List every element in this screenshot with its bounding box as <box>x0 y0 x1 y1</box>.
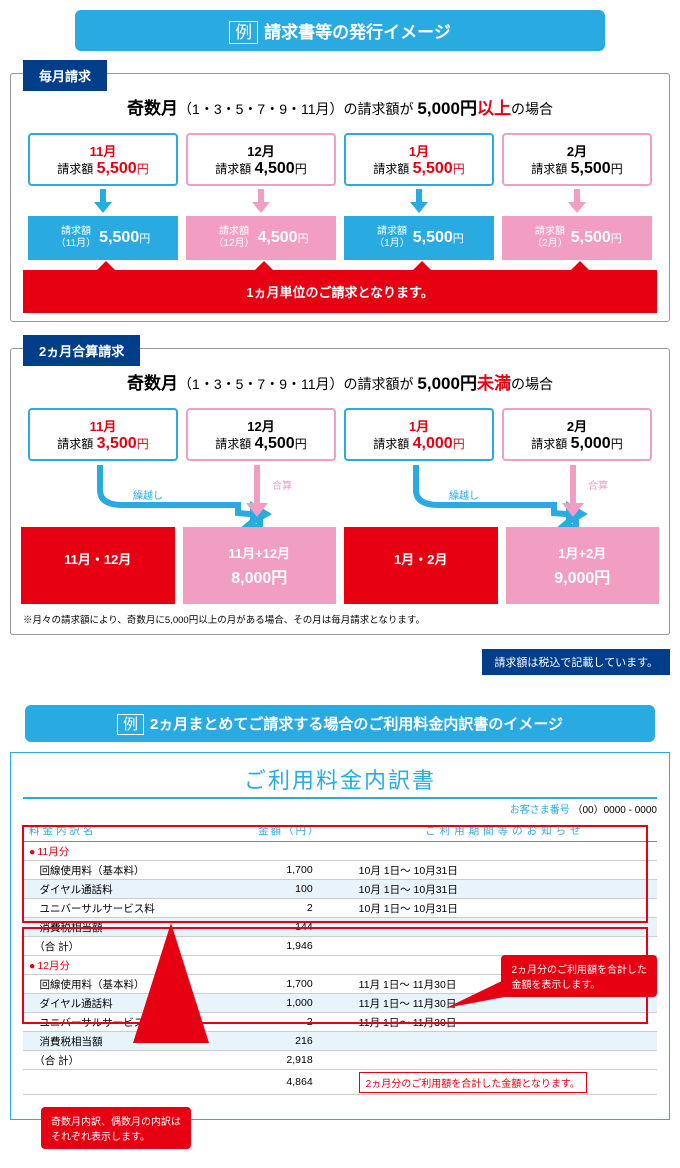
table-row: 消費税相当額216 <box>23 1032 657 1051</box>
section1-header: 例請求書等の発行イメージ <box>75 10 605 51</box>
panel2-bills: 11月・12月11月+12月8,000円1月・2月1月+2月9,000円 <box>21 527 659 604</box>
th-name: 料金内訳名 <box>23 820 226 842</box>
panel1-tag: 毎月請求 <box>23 60 107 91</box>
panel2-tag: 2ヵ月合算請求 <box>23 335 140 366</box>
bill: 請求額 （2月） 5,500円 <box>502 216 652 260</box>
th-amount: 金額（円） <box>226 820 353 842</box>
callout-1: 奇数月内訳、偶数月の内訳は それぞれ表示します。 <box>41 1107 191 1149</box>
panel-bimonthly: 2ヵ月合算請求 奇数月（1・3・5・7・9・11月）の請求額が 5,000円未満… <box>10 348 670 635</box>
th-period: ご利用期間等のお知らせ <box>353 820 657 842</box>
bill: 請求額 （12月） 4,500円 <box>186 216 336 260</box>
panel1-redbox: 1ヵ月単位のご請求となります。 <box>23 270 657 313</box>
grand-total: 4,864 <box>226 1070 353 1095</box>
bill: 11月+12月8,000円 <box>183 527 337 604</box>
merge-arrows: 繰越し 合算 <box>344 465 652 527</box>
footer-tag: 請求額は税込で記載しています。 <box>482 649 670 675</box>
arrow-down-icon <box>28 189 178 213</box>
table-row: 消費税相当額144 <box>23 918 657 937</box>
header-prefix: 例 <box>229 21 258 44</box>
card: 2月請求額 5,000円 <box>502 408 652 461</box>
callout-2: 2ヵ月分のご利用額を合計した 金額を表示します。 <box>501 955 657 997</box>
table-row: 回線使用料（基本料）1,70010月 1日～ 10月31日 <box>23 861 657 880</box>
panel2-note: ※月々の請求額により、奇数月に5,000円以上の月がある場合、その月は毎月請求と… <box>23 612 657 626</box>
bill: 1月+2月9,000円 <box>506 527 660 604</box>
bill: 請求額 （1月） 5,500円 <box>344 216 494 260</box>
arrow-down-icon <box>502 189 652 213</box>
card: 1月請求額 5,500円 <box>344 133 494 186</box>
header2-prefix: 例 <box>117 714 144 735</box>
section2-header: 例2ヵ月まとめてご請求する場合のご利用料金内訳書のイメージ <box>25 705 655 742</box>
panel2-merge: 繰越し 合算 繰越し 合算 <box>21 465 659 527</box>
card: 11月請求額 3,500円 <box>28 408 178 461</box>
table-row: （合 計）1,946 <box>23 937 657 956</box>
bill: 11月・12月 <box>21 527 175 604</box>
panel1-cards: 11月請求額 5,500円12月請求額 4,500円1月請求額 5,500円2月… <box>21 133 659 186</box>
arrow-down-icon <box>186 189 336 213</box>
panel2-headline: 奇数月（1・3・5・7・9・11月）の請求額が 5,000円未満の場合 <box>21 369 659 394</box>
merge-arrows: 繰越し 合算 <box>28 465 336 527</box>
doc-title: ご利用料金内訳書 <box>23 763 657 799</box>
pointer-tri-1 <box>121 923 211 1053</box>
panel1-arrows <box>21 189 659 213</box>
table-row: ユニバーサルサービス料210月 1日～ 10月31日 <box>23 899 657 918</box>
table-row: （合 計）2,918 <box>23 1051 657 1070</box>
total-note: 2ヵ月分のご利用額を合計した金額となります。 <box>359 1072 587 1093</box>
month-label: 11月分 <box>23 842 226 861</box>
customer-number: お客さま番号 （00）0000 - 0000 <box>23 801 657 816</box>
arrow-down-icon <box>344 189 494 213</box>
card: 2月請求額 5,500円 <box>502 133 652 186</box>
card: 12月請求額 4,500円 <box>186 408 336 461</box>
table-row: ダイヤル通話料10010月 1日～ 10月31日 <box>23 880 657 899</box>
card: 12月請求額 4,500円 <box>186 133 336 186</box>
bill: 1月・2月 <box>344 527 498 604</box>
panel1-headline: 奇数月（1・3・5・7・9・11月）の請求額が 5,000円以上の場合 <box>21 94 659 119</box>
panel1-bills: 請求額 （11月） 5,500円請求額 （12月） 4,500円請求額 （1月）… <box>21 216 659 260</box>
panel2-cards: 11月請求額 3,500円12月請求額 4,500円1月請求額 4,000円2月… <box>21 408 659 461</box>
invoice-doc: ご利用料金内訳書 お客さま番号 （00）0000 - 0000 料金内訳名 金額… <box>10 752 670 1120</box>
card: 11月請求額 5,500円 <box>28 133 178 186</box>
bill: 請求額 （11月） 5,500円 <box>28 216 178 260</box>
table-row: ユニバーサルサービス料211月 1日～ 11月30日 <box>23 1013 657 1032</box>
card: 1月請求額 4,000円 <box>344 408 494 461</box>
panel-monthly: 毎月請求 奇数月（1・3・5・7・9・11月）の請求額が 5,000円以上の場合… <box>10 73 670 322</box>
